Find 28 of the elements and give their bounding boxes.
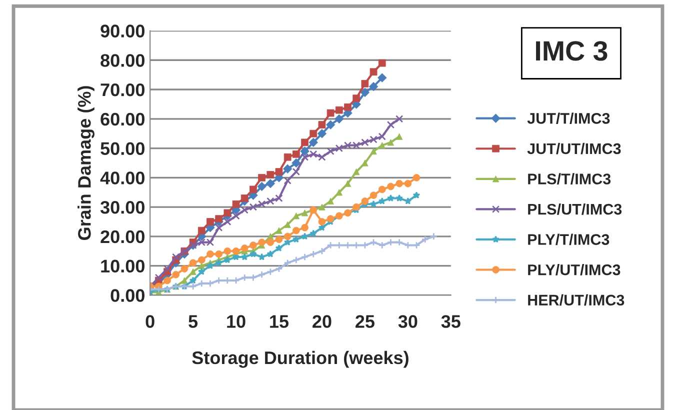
x-tick-label: 5 (188, 315, 198, 328)
y-tick-label: 0.00 (110, 289, 144, 302)
legend-label: PLY/T/IMC3 (528, 234, 610, 246)
y-tick-label: 10.00 (101, 260, 144, 273)
legend-label: JUT/UT/IMC3 (527, 142, 621, 154)
y-tick-label: 60.00 (100, 112, 144, 126)
y-axis-title: Grain Damage (%) (78, 86, 94, 240)
x-tick-label: 20 (312, 315, 332, 328)
y-tick-label: 90.00 (100, 24, 144, 38)
text: IMC 3 (536, 41, 608, 61)
x-tick-label: 0 (146, 315, 154, 328)
y-tick-label: 80.00 (100, 54, 144, 67)
x-tick-label: 15 (270, 315, 289, 328)
x-tick-label: 10 (227, 315, 246, 328)
y-tick-label: 50.00 (100, 142, 144, 156)
y-tick-label: 40.00 (100, 172, 144, 184)
x-tick-label: 35 (441, 315, 460, 328)
legend-label: PLS/UT/IMC3 (528, 203, 622, 215)
legend-label: PLS/T/IMC3 (528, 173, 611, 185)
y-tick-label: 20.00 (100, 230, 144, 244)
legend-label: HER/UT/IMC3 (528, 294, 624, 306)
y-tick-label: 30.00 (100, 200, 144, 214)
x-tick-label: 25 (356, 315, 374, 328)
x-axis-title: Storage Duration (weeks) (192, 350, 408, 368)
legend-label: JUT/T/IMC3 (527, 112, 610, 124)
legend-label: PLY/UT/IMC3 (528, 264, 620, 276)
x-tick-label: 30 (398, 315, 418, 328)
y-tick-label: 70.00 (100, 83, 144, 96)
